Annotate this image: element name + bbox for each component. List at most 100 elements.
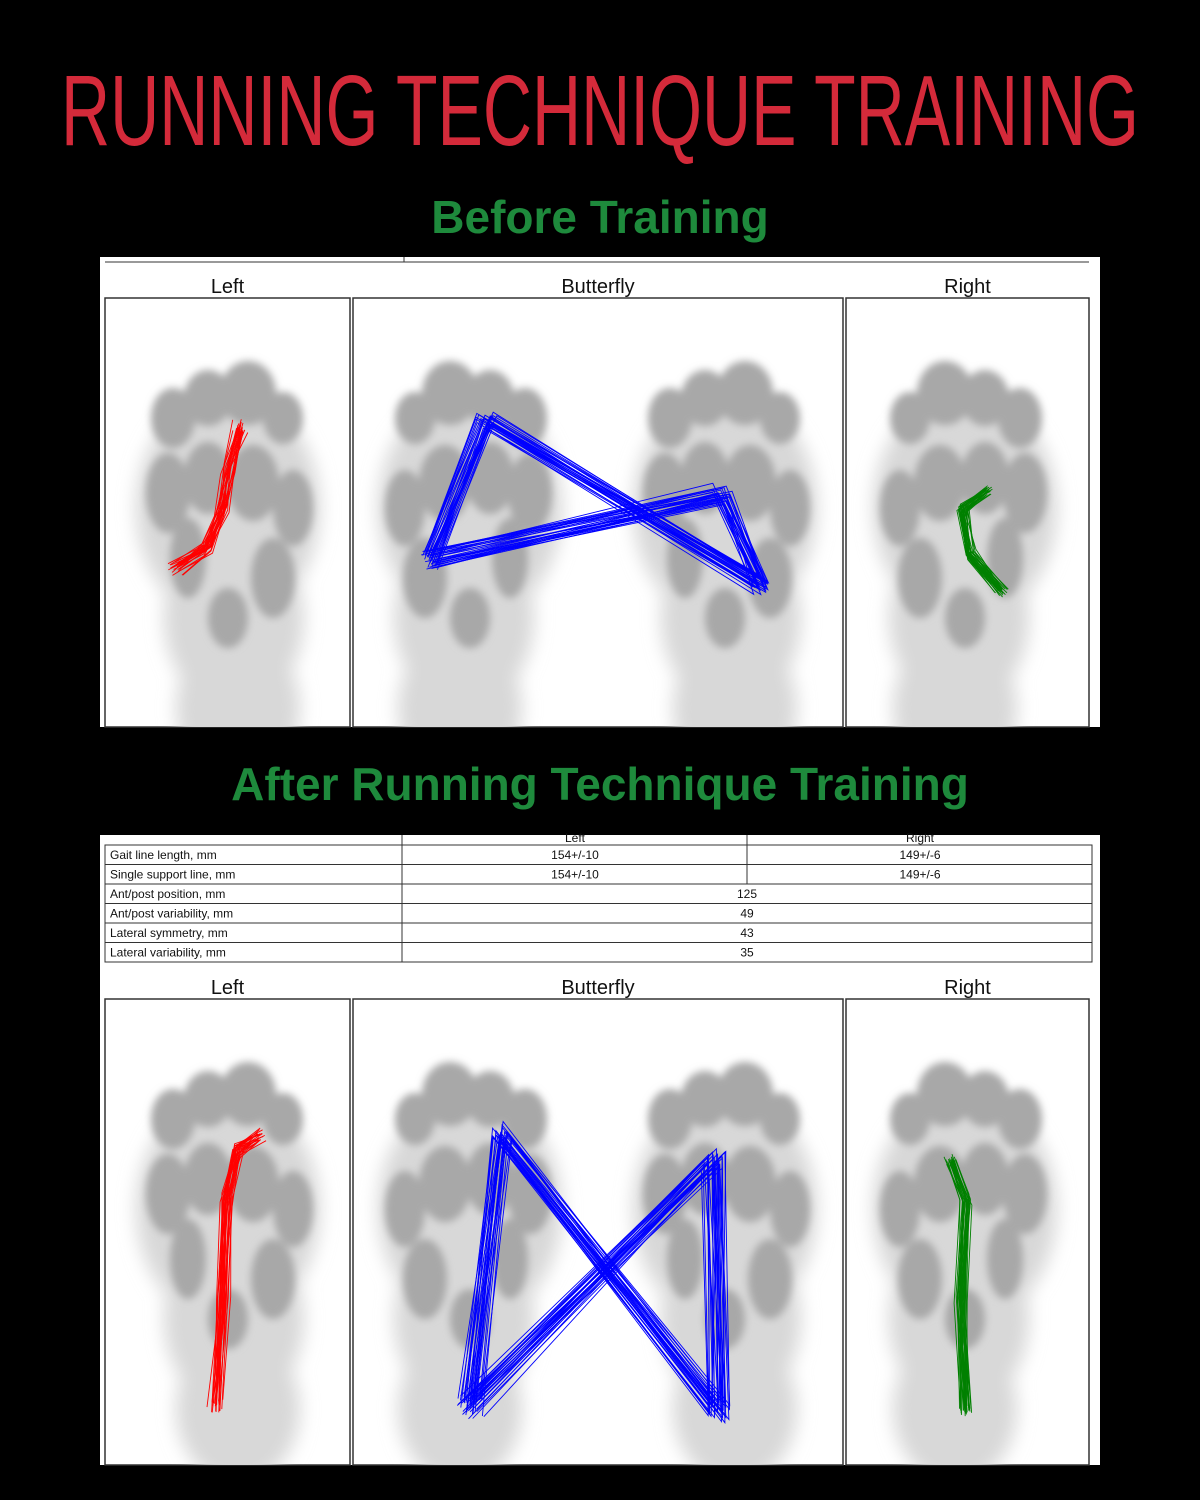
foot-pad bbox=[961, 1071, 1009, 1127]
foot-pads bbox=[146, 1062, 313, 1349]
gait-line bbox=[950, 1161, 968, 1414]
foot-area bbox=[176, 633, 300, 727]
panel-label: Left bbox=[211, 977, 245, 999]
foot-pad bbox=[466, 370, 514, 426]
table-cell: Lateral variability, mm bbox=[110, 946, 226, 960]
panel-content bbox=[873, 1062, 1057, 1465]
title: RUNNING TECHNIQUE TRAINING bbox=[61, 56, 1139, 167]
foot-pad bbox=[914, 445, 966, 521]
foot-pad bbox=[146, 1154, 190, 1234]
gait-line bbox=[167, 430, 234, 565]
foot-pad bbox=[880, 1171, 920, 1247]
section-heading: Before Training bbox=[431, 191, 768, 243]
foot-pad bbox=[770, 1171, 810, 1247]
gait-line bbox=[469, 1136, 724, 1415]
table-cell: 43 bbox=[740, 926, 754, 940]
table-cell: Single support line, mm bbox=[110, 868, 235, 882]
foot-pad bbox=[917, 1062, 973, 1126]
table-cell: 35 bbox=[740, 946, 754, 960]
gait-line bbox=[216, 1129, 263, 1399]
table-cell: Lateral symmetry, mm bbox=[110, 926, 228, 940]
foot-pad bbox=[987, 518, 1023, 598]
foot-pad bbox=[251, 538, 295, 618]
table-header: Right bbox=[906, 831, 935, 845]
panel-label: Right bbox=[944, 977, 991, 999]
gait-line bbox=[426, 421, 759, 590]
foot bbox=[873, 1062, 1057, 1465]
foot-pad bbox=[998, 1089, 1042, 1149]
foot-pad bbox=[898, 1239, 942, 1319]
foot-pad bbox=[898, 538, 942, 618]
foot-pad bbox=[220, 1062, 276, 1126]
gait-line bbox=[427, 422, 765, 589]
foot-pad bbox=[422, 1062, 478, 1126]
panels: Left Butterfly Right Left Right Gait line len… bbox=[100, 257, 1100, 1466]
foot-pad bbox=[263, 1093, 303, 1145]
foot-pad bbox=[227, 445, 279, 521]
foot-pad bbox=[466, 1071, 514, 1127]
gait-line bbox=[218, 1133, 258, 1402]
foot-pad bbox=[450, 588, 490, 648]
foot-pad bbox=[705, 588, 745, 648]
foot-pad bbox=[422, 361, 478, 425]
foot bbox=[378, 361, 562, 727]
gait-line bbox=[945, 1159, 964, 1411]
gait-line bbox=[456, 1135, 715, 1419]
foot bbox=[136, 1062, 320, 1465]
foot-pad bbox=[945, 588, 985, 648]
foot-area bbox=[893, 633, 1017, 727]
table-cell: 49 bbox=[740, 907, 754, 921]
foot-pads bbox=[880, 361, 1047, 648]
foot-pad bbox=[208, 588, 248, 648]
gait-line bbox=[215, 1139, 259, 1413]
foot-pads bbox=[146, 361, 313, 648]
table-cell: Gait line length, mm bbox=[110, 848, 217, 862]
foot-pad bbox=[273, 1171, 313, 1247]
foot-pad bbox=[987, 1219, 1023, 1299]
gait-line bbox=[472, 1137, 722, 1423]
panel-label: Butterfly bbox=[561, 276, 634, 298]
table-cell: 149+/-6 bbox=[899, 868, 940, 882]
foot-pad bbox=[880, 470, 920, 546]
foot-pad bbox=[395, 1093, 435, 1145]
gait-line bbox=[962, 487, 1003, 590]
foot-pad bbox=[263, 392, 303, 444]
foot-pad bbox=[170, 1219, 206, 1299]
foot-pad bbox=[667, 1219, 703, 1299]
gait-line bbox=[469, 1129, 719, 1414]
foot-pad bbox=[184, 1071, 232, 1127]
foot-pad bbox=[385, 470, 425, 546]
gait-line bbox=[962, 488, 1005, 589]
panel-label: Left bbox=[211, 276, 245, 298]
section-heading: After Running Technique Training bbox=[231, 758, 969, 810]
foot-pad bbox=[1003, 1154, 1047, 1234]
foot-pad bbox=[681, 370, 729, 426]
foot-pad bbox=[395, 392, 435, 444]
panel-content bbox=[136, 361, 320, 727]
gait-line bbox=[429, 418, 768, 589]
foot-pad bbox=[419, 1146, 471, 1222]
foot-pad bbox=[917, 361, 973, 425]
foot-area bbox=[673, 1334, 797, 1465]
gait-line bbox=[433, 416, 767, 592]
foot-area bbox=[893, 1334, 1017, 1465]
foot-pads bbox=[880, 1062, 1047, 1349]
gait-line bbox=[432, 415, 765, 581]
foot-pad bbox=[890, 392, 930, 444]
foot-pad bbox=[508, 453, 552, 533]
gait-line bbox=[214, 1137, 259, 1404]
foot-area bbox=[398, 633, 522, 727]
foot-pad bbox=[724, 445, 776, 521]
foot-pad bbox=[760, 1093, 800, 1145]
foot-pad bbox=[184, 1143, 232, 1215]
foot-pad bbox=[724, 1146, 776, 1222]
foot-pad bbox=[220, 361, 276, 425]
panel-content bbox=[378, 1062, 817, 1465]
gait-line bbox=[947, 1163, 962, 1411]
table-cell: 149+/-6 bbox=[899, 848, 940, 862]
foot-pad bbox=[251, 1239, 295, 1319]
foot-pad bbox=[760, 392, 800, 444]
foot-pad bbox=[998, 388, 1042, 448]
foot-pads bbox=[643, 1062, 810, 1349]
